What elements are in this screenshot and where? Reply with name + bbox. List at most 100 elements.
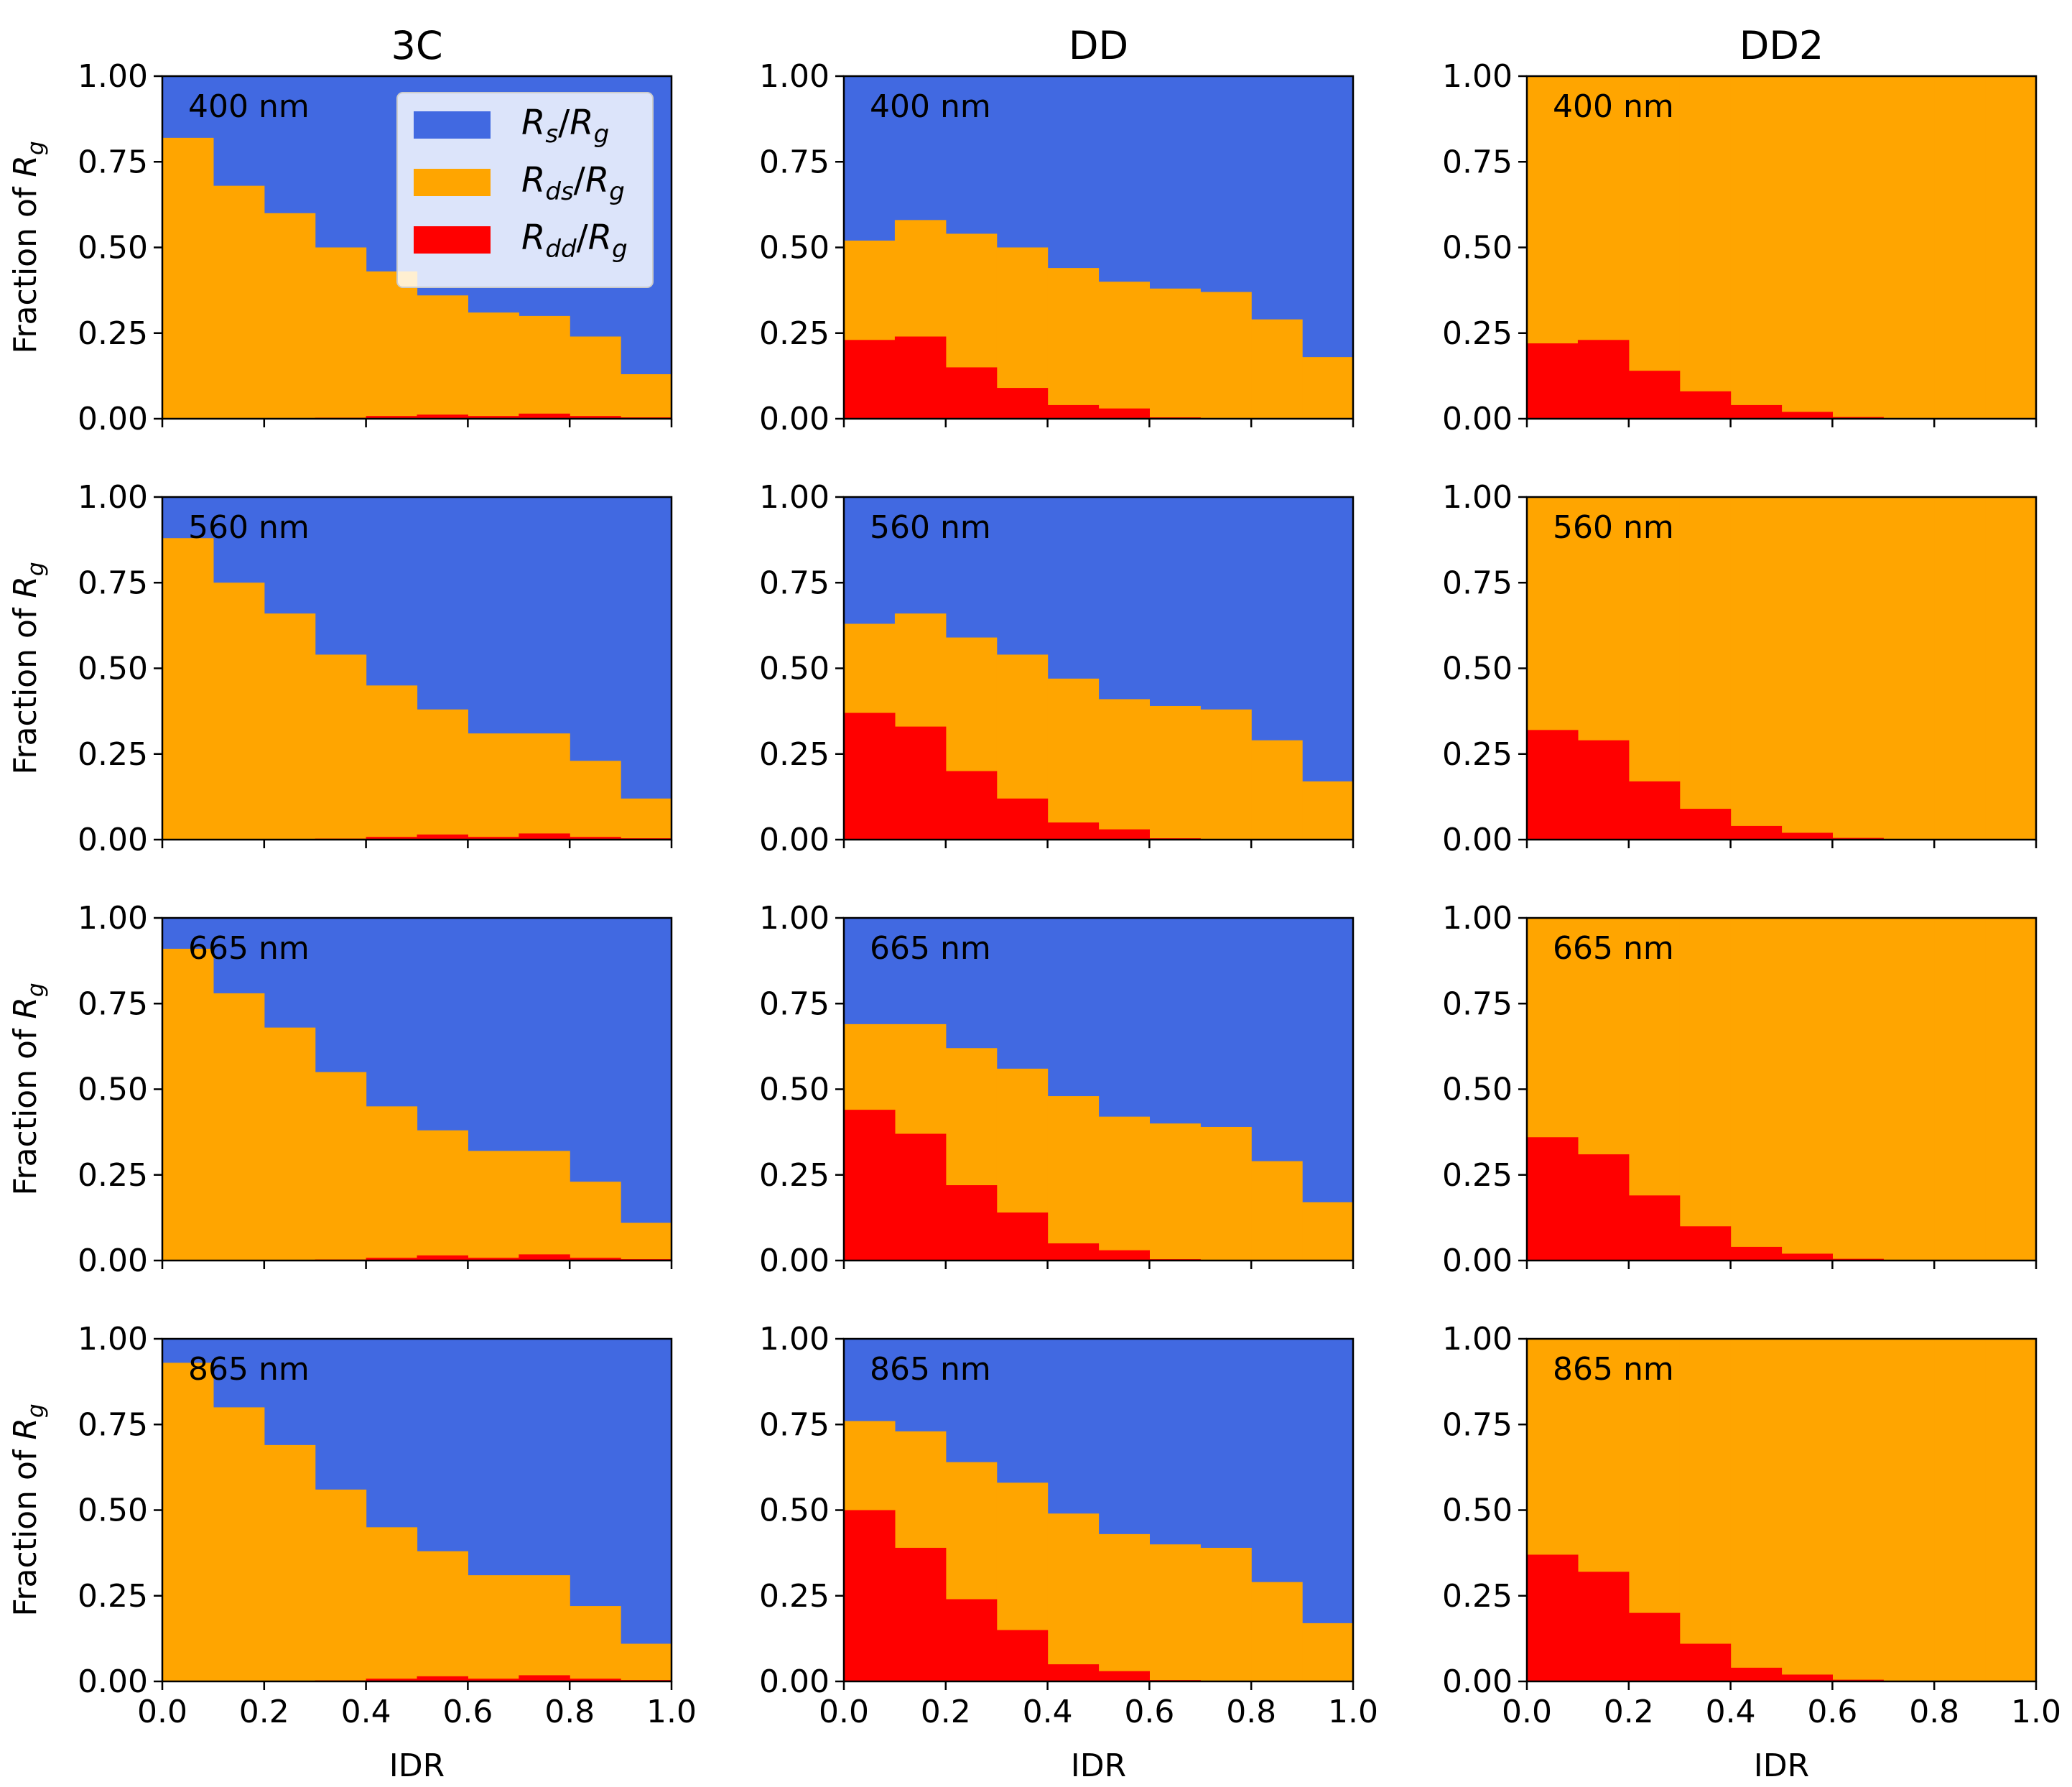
rdd-bar (519, 1675, 570, 1681)
rdd-bar (468, 837, 519, 840)
y-tick-label: 0.50 (1442, 651, 1513, 687)
y-axis-label: Fraction of Rg (7, 1403, 49, 1616)
rdd-bar (468, 1258, 519, 1261)
y-tick-label: 0.50 (1442, 230, 1513, 266)
y-tick-label: 1.00 (78, 900, 148, 937)
x-tick-label: 0.6 (1124, 1694, 1174, 1730)
rds-bar (1985, 1339, 2037, 1681)
rdd-bar (945, 771, 998, 840)
panel-dd-560nm: 0.00 0.25 0.50 0.75 1.00 560 nm (759, 479, 1355, 858)
rdd-bar (417, 1676, 468, 1681)
rdd-bar (1577, 1572, 1630, 1681)
rdd-bar (1527, 343, 1579, 419)
rdd-bar (1047, 1243, 1100, 1261)
y-tick-label: 1.00 (759, 58, 830, 95)
column-title: DD (1069, 23, 1128, 68)
x-axis-label: IDR (1071, 1747, 1126, 1784)
rdd-bar (894, 1547, 947, 1681)
rdd-bar (1628, 371, 1681, 419)
rds-bar (366, 271, 418, 419)
rds-bar (570, 761, 621, 840)
y-tick-label: 1.00 (1442, 58, 1513, 95)
x-tick-label: 0.8 (1226, 1694, 1276, 1730)
rds-bar (1679, 497, 1732, 840)
rdd-bar (1047, 404, 1100, 419)
x-tick-label: 0.0 (819, 1694, 869, 1730)
rds-bar (519, 733, 570, 840)
rds-bar (1934, 497, 1986, 840)
y-tick-label: 0.75 (759, 565, 830, 601)
rdd-bar (1730, 404, 1783, 419)
legend: Rs/Rg Rds/Rg Rdd/Rg (396, 92, 654, 288)
rds-bar (1251, 319, 1303, 419)
rds-bar (468, 733, 519, 840)
rds-bar (1730, 1339, 1783, 1681)
rdd-bar (945, 1185, 998, 1261)
rds-bar (570, 1182, 621, 1261)
panel-3c-865nm: 0.00 0.25 0.50 0.75 1.00 0.0 0.2 0.4 0.6 0.8 1.0 86… (78, 1321, 697, 1730)
rdd-bar (996, 1630, 1049, 1681)
y-tick-label: 0.25 (1442, 1578, 1513, 1615)
rds-bar (1149, 1544, 1201, 1681)
y-tick-label: 0.50 (759, 651, 830, 687)
rds-bar (468, 312, 519, 419)
rdd-bar (844, 1110, 896, 1261)
y-axis-label: Fraction of Rg (7, 562, 49, 774)
y-tick-label: 0.25 (1442, 736, 1513, 773)
rds-bar (162, 137, 214, 419)
y-axis-label: Fraction of Rg (7, 141, 49, 353)
y-tick-label: 0.50 (759, 1072, 830, 1108)
y-tick-label: 0.00 (1442, 401, 1513, 437)
rdd-bar (366, 416, 418, 419)
rds-bar (621, 1643, 672, 1681)
y-tick-label: 0.75 (759, 985, 830, 1022)
panel-dd2-865nm: 0.00 0.25 0.50 0.75 1.00 0.0 0.2 0.4 0.6 0.8 1.0 86… (1442, 1321, 2061, 1730)
wavelength-label: 865 nm (188, 1351, 310, 1388)
y-tick-label: 1.00 (78, 479, 148, 516)
legend-swatch-rs (414, 111, 491, 139)
wavelength-label: 665 nm (870, 930, 991, 967)
rds-bar (1302, 781, 1354, 840)
rdd-bar (894, 726, 947, 840)
x-tick-label: 0.4 (1023, 1694, 1073, 1730)
rdd-bar (1730, 1246, 1783, 1261)
legend-label-rs: Rs/Rg (521, 103, 609, 149)
panel-3c-560nm: 0.00 0.25 0.50 0.75 1.00 560 nm (78, 479, 673, 858)
rdd-bar (468, 1679, 519, 1681)
rds-bar (621, 373, 672, 419)
x-tick-label: 0.6 (442, 1694, 493, 1730)
rds-bar (1098, 699, 1150, 840)
legend-swatch-rds (414, 169, 491, 196)
y-tick-label: 1.00 (1442, 1321, 1513, 1357)
x-tick-label: 0.6 (1807, 1694, 1857, 1730)
y-tick-label: 1.00 (759, 900, 830, 937)
rdd-bar (1577, 1154, 1630, 1261)
legend-swatch-rdd (414, 226, 491, 254)
wavelength-label: 560 nm (1553, 509, 1674, 546)
y-tick-label: 0.00 (78, 1243, 148, 1279)
rds-bar (162, 538, 214, 840)
rds-bar (1302, 1623, 1354, 1681)
y-tick-label: 0.75 (759, 144, 830, 180)
y-tick-label: 0.00 (78, 1663, 148, 1700)
rds-bar (1200, 709, 1252, 840)
rds-bar (1832, 918, 1884, 1261)
y-tick-label: 0.25 (78, 315, 148, 352)
panel-dd2-665nm: 0.00 0.25 0.50 0.75 1.00 665 nm (1442, 900, 2038, 1279)
rds-bar (1832, 1339, 1884, 1681)
rds-bar (1781, 1339, 1833, 1681)
rds-bar (315, 1489, 367, 1681)
rdd-bar (417, 834, 468, 840)
rdd-bar (996, 798, 1049, 840)
panel-dd2-400nm: 0.00 0.25 0.50 0.75 1.00 400 nm (1442, 58, 2038, 437)
x-tick-label: 0.2 (1604, 1694, 1654, 1730)
y-tick-label: 0.25 (78, 1157, 148, 1194)
y-tick-label: 0.00 (1442, 1243, 1513, 1279)
rdd-bar (1047, 822, 1100, 840)
y-tick-label: 0.00 (759, 1243, 830, 1279)
rdd-bar (844, 713, 896, 840)
rdd-bar (417, 414, 468, 419)
column-title: 3C (391, 23, 442, 68)
rds-bar (1679, 1339, 1732, 1681)
